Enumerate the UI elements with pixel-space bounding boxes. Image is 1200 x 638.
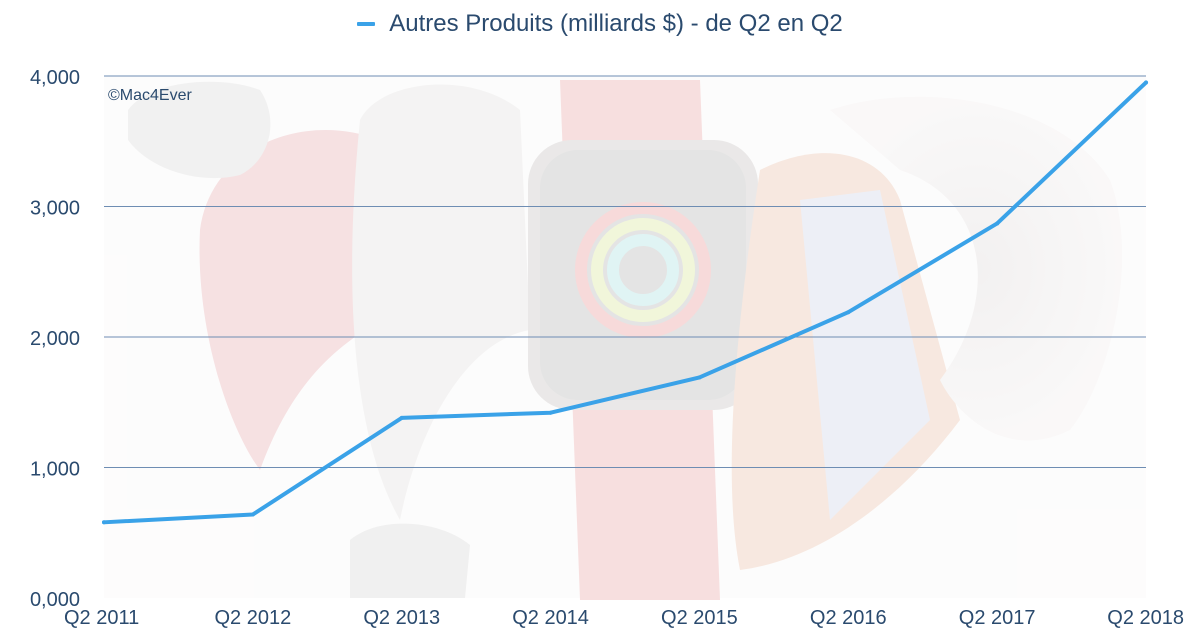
- x-tick-label: Q2 2016: [810, 607, 887, 629]
- data-point: [846, 310, 851, 315]
- x-tick-label: Q2 2014: [512, 607, 589, 629]
- y-tick-label: 1,000: [30, 459, 80, 481]
- x-tick-label: Q2 2012: [214, 607, 291, 629]
- x-tick-label: Q2 2011: [64, 607, 139, 629]
- data-point: [250, 512, 255, 517]
- y-tick-label: 2,000: [30, 328, 80, 350]
- x-tick-label: Q2 2015: [661, 607, 738, 629]
- x-tick-label: Q2 2018: [1107, 607, 1184, 629]
- data-point: [399, 415, 404, 420]
- y-tick-label: 3,000: [30, 198, 80, 220]
- data-point: [548, 410, 553, 415]
- background-photo: [104, 76, 1146, 600]
- y-tick-label: 4,000: [30, 67, 80, 89]
- legend-swatch: [357, 22, 376, 26]
- legend-label: Autres Produits (milliards $) - de Q2 en…: [389, 10, 843, 37]
- watermark: ©Mac4Ever: [108, 87, 192, 104]
- data-point: [102, 520, 106, 525]
- x-tick-label: Q2 2017: [959, 607, 1036, 629]
- legend: Autres Produits (milliards $) - de Q2 en…: [0, 10, 1200, 38]
- y-tick-label: 0,000: [30, 589, 80, 611]
- data-point: [995, 221, 1000, 226]
- data-point: [1144, 80, 1148, 85]
- series-line: [102, 80, 1148, 525]
- data-point: [697, 375, 702, 380]
- x-tick-label: Q2 2013: [363, 607, 440, 629]
